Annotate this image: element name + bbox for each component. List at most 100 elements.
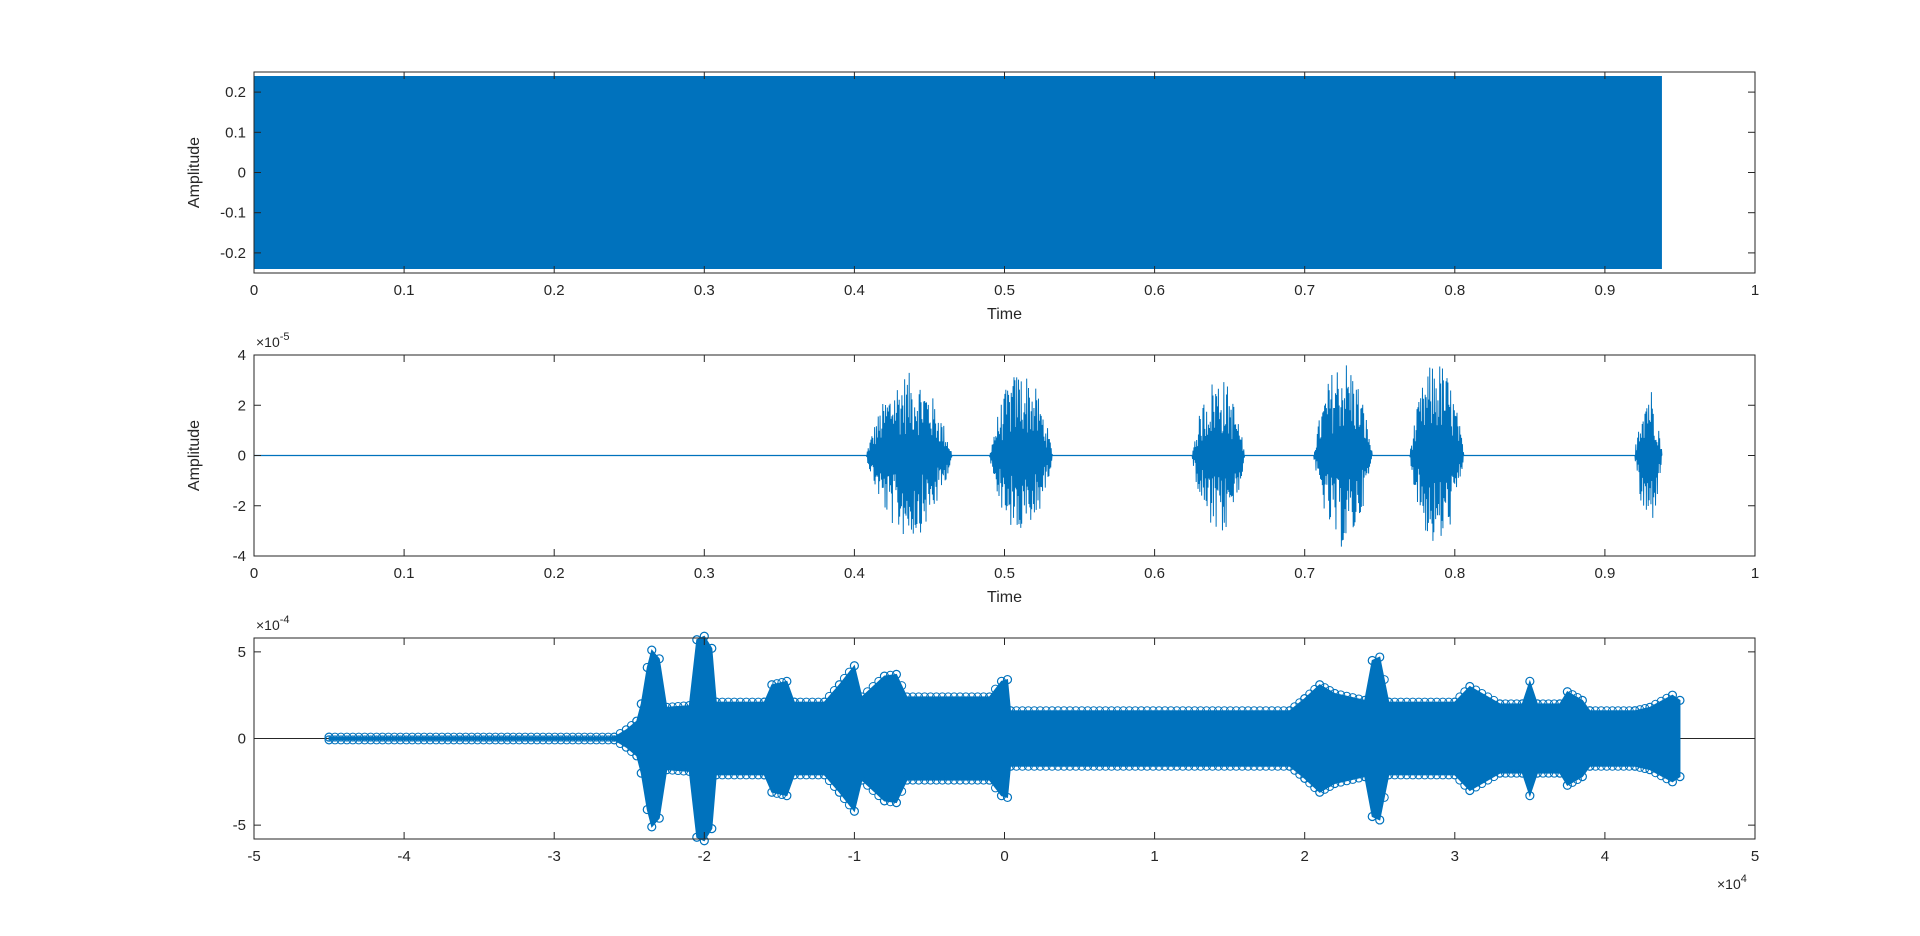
marker-bottom-18 [819, 770, 829, 780]
marker-bottom [926, 775, 936, 785]
marker-bottom-4 [636, 768, 646, 778]
marker-top [1095, 706, 1105, 716]
y-exponent-base: ×10 [256, 617, 280, 633]
marker-bottom [514, 735, 524, 745]
x-tick-label: 0.8 [1444, 282, 1465, 299]
marker-top [585, 732, 595, 742]
marker-bottom [1124, 761, 1134, 771]
marker-top [1267, 706, 1277, 716]
x-tick-label: -3 [548, 848, 561, 865]
marker-top [1142, 706, 1152, 716]
marker-bottom [437, 735, 447, 745]
marker-top [1154, 706, 1164, 716]
marker-top [544, 732, 554, 742]
marker-bottom [1572, 775, 1582, 785]
marker-bottom [479, 735, 489, 745]
marker-top-36 [1384, 697, 1394, 707]
marker-bottom [1613, 761, 1623, 771]
marker-top [1572, 692, 1582, 702]
marker-bottom [1544, 768, 1554, 778]
marker-top [1455, 692, 1465, 702]
marker-top-7 [654, 654, 664, 664]
marker-top [431, 732, 441, 742]
marker-bottom [1273, 761, 1283, 771]
marker-top-19 [834, 680, 844, 690]
marker-top-22 [879, 671, 890, 681]
marker-bottom [568, 735, 578, 745]
marker-bottom [753, 770, 763, 780]
marker-top [556, 732, 566, 742]
marker-top [914, 692, 924, 702]
marker-bottom [777, 790, 787, 800]
marker-top [437, 732, 447, 742]
marker-top [342, 732, 352, 742]
marker-top [1651, 699, 1661, 709]
marker-bottom [1095, 761, 1105, 771]
marker-bottom-0 [324, 735, 334, 745]
signal-burst-2 [989, 377, 1054, 528]
marker-top [407, 732, 417, 742]
marker-top [1460, 687, 1470, 697]
x-tick-label: -4 [397, 848, 410, 865]
marker-bottom [1213, 761, 1223, 771]
marker-top [449, 732, 459, 742]
marker-top [514, 732, 524, 742]
y-tick-label: -4 [233, 548, 246, 565]
marker-bottom-35 [1375, 815, 1385, 825]
marker-bottom [366, 735, 376, 745]
marker-top [1231, 706, 1241, 716]
marker-bottom [1148, 761, 1158, 771]
marker-top [467, 732, 477, 742]
marker-bottom [967, 775, 977, 785]
marker-bottom [1207, 761, 1217, 771]
marker-bottom-17 [789, 770, 799, 780]
y-tick-label: -0.1 [220, 205, 246, 222]
marker-top [1310, 684, 1320, 694]
marker-bottom [532, 735, 542, 745]
marker-top [413, 732, 423, 742]
marker-top [1305, 689, 1315, 699]
marker-bottom [908, 775, 918, 785]
marker-top [1071, 706, 1081, 716]
scatter-envelope [328, 635, 1681, 842]
marker-top [419, 732, 429, 742]
middle-amplitude-plot: 0 0.1 0.2 0.3 0.4 0.5 0.6 0.7 0.8 0.9 1 -4 -2 0 2 4 Time… [186, 331, 1759, 606]
marker-bottom [1591, 761, 1601, 771]
marker-bottom [443, 735, 453, 745]
x-tick-label: 0.5 [994, 282, 1015, 299]
marker-top [366, 732, 376, 742]
marker-top [562, 732, 572, 742]
marker-bottom-46 [1585, 761, 1595, 771]
marker-bottom [1348, 774, 1358, 784]
marker-top [961, 692, 971, 702]
x-tick-label: 1 [1751, 282, 1759, 299]
x-tick-label: 0.9 [1594, 282, 1615, 299]
marker-bottom [717, 770, 727, 780]
marker-top [1101, 706, 1111, 716]
marker-top [1354, 694, 1364, 704]
marker-top [1118, 706, 1128, 716]
marker-top [1662, 693, 1672, 703]
marker-top [717, 697, 727, 707]
x-tick-label: 4 [1601, 848, 1609, 865]
marker-bottom [461, 735, 471, 745]
marker-top [360, 732, 370, 742]
marker-bottom-3 [632, 751, 642, 761]
marker-top [580, 732, 590, 742]
marker-bottom [943, 775, 953, 785]
marker-top [1112, 706, 1122, 716]
x-tick-label: 0.1 [394, 565, 415, 582]
marker-bottom [336, 735, 346, 745]
marker-top-17 [789, 697, 799, 707]
marker-bottom [1662, 774, 1672, 784]
marker-top-12 [707, 643, 717, 653]
marker-top-6 [647, 645, 657, 655]
y-tick-label: 0 [238, 448, 246, 465]
marker-top [1348, 693, 1358, 703]
marker-top-0 [324, 732, 334, 742]
marker-top [508, 732, 518, 742]
marker-top-46 [1585, 706, 1595, 716]
y-tick-label: 0 [238, 731, 246, 748]
x-tick-label: 0.7 [1294, 282, 1315, 299]
